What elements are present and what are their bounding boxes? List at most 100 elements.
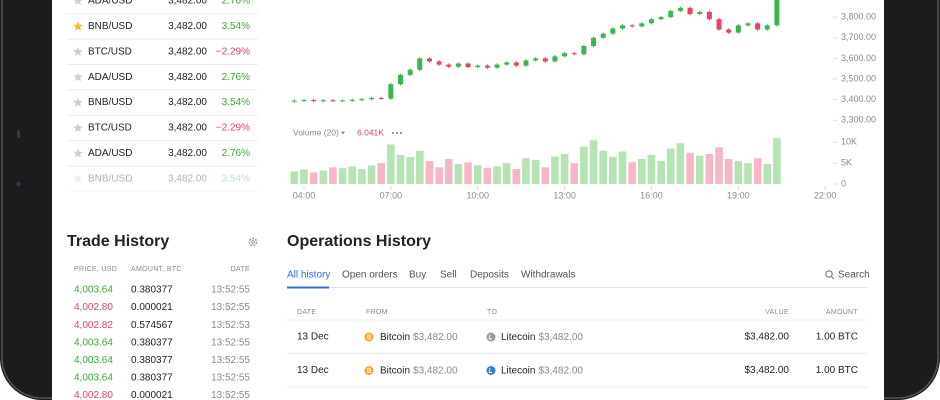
op-date: 13 Dec <box>297 332 329 343</box>
candle <box>542 57 548 63</box>
volume-bar <box>493 166 501 184</box>
favorite-star[interactable] <box>73 97 83 107</box>
y-tick-label: 3,300.00 <box>841 115 876 125</box>
volume-bar <box>300 169 308 184</box>
y-tick-label: 3,700.00 <box>841 32 876 42</box>
more-dot[interactable] <box>400 132 402 134</box>
coin-name: Bitcoin <box>380 332 410 343</box>
candle <box>494 63 500 69</box>
price: 3,482.00 <box>168 123 207 134</box>
favorite-star[interactable] <box>73 0 83 6</box>
tab[interactable]: Withdrawals <box>521 270 575 281</box>
candle <box>378 96 384 100</box>
gear-ring <box>248 237 258 247</box>
change: 2.76% <box>222 0 250 7</box>
market-row[interactable]: BNB/USD 3,482.00 3.54% <box>67 97 258 116</box>
volume-bar <box>734 161 743 184</box>
coin-glyph <box>488 368 492 373</box>
coin-value: $3,482.00 <box>413 332 458 343</box>
volume-bar <box>570 163 579 184</box>
price: 3,482.00 <box>168 46 207 57</box>
candle-body <box>687 7 693 15</box>
x-tick-label: 19:00 <box>727 190 750 200</box>
candle-body <box>446 64 452 67</box>
candle-body <box>417 58 423 70</box>
trade-price: 4,002.82 <box>74 320 113 331</box>
volume-title: Volume (20) <box>293 127 339 137</box>
coin-icon <box>486 366 496 375</box>
operation-row[interactable]: 13 Dec Bitcoin $3,482.00 Litecoin $3,482.00 $… <box>287 365 868 388</box>
pair: ADA/USD <box>88 72 132 83</box>
pair: BNB/USD <box>88 21 132 32</box>
candle-body <box>340 100 346 102</box>
search[interactable]: Search <box>825 270 870 281</box>
more-dot[interactable] <box>392 132 394 134</box>
tab[interactable]: All history <box>287 270 330 281</box>
y-tick-label: 3,500.00 <box>841 73 876 83</box>
market-row[interactable]: BTC/USD 3,482.00 −2.29% <box>67 46 258 65</box>
trade-price: 4,003.64 <box>74 355 113 366</box>
candle-body <box>735 25 741 33</box>
favorite-star[interactable] <box>73 46 83 56</box>
candle-body <box>591 37 597 47</box>
coin-glyph <box>367 334 372 340</box>
candle-body <box>436 61 442 65</box>
candle <box>436 60 442 66</box>
op-to: Litecoin $3,482.00 <box>501 332 583 343</box>
candle <box>426 57 432 63</box>
candle <box>735 24 741 34</box>
candle <box>455 62 461 68</box>
y-tick-label: 3,400.00 <box>841 94 876 104</box>
operation-row[interactable]: 13 Dec Bitcoin $3,482.00 Litecoin $3,482.00 $… <box>287 332 868 354</box>
volume-bar <box>618 151 627 184</box>
volume-bar <box>473 165 482 184</box>
change: −2.29% <box>216 46 250 57</box>
change: −2.29% <box>216 123 250 134</box>
candle-body <box>562 53 568 57</box>
settings-icon[interactable] <box>248 237 258 247</box>
market-row[interactable]: BNB/USD 3,482.00 3.54% <box>67 173 258 192</box>
candle <box>417 57 423 71</box>
candle <box>369 96 375 101</box>
market-row[interactable]: ADA/USD 3,482.00 2.76% <box>67 72 258 91</box>
candle <box>311 98 317 103</box>
market-row[interactable]: ADA/USD 3,482.00 2.76% <box>67 148 258 167</box>
favorite-star[interactable] <box>73 123 83 133</box>
market-row[interactable]: ADA/USD 3,482.00 2.76% <box>67 0 258 15</box>
market-row[interactable]: BTC/USD 3,482.00 −2.29% <box>67 123 258 142</box>
candle <box>349 98 355 102</box>
coin-value: $3,482.00 <box>413 365 458 376</box>
search-icon-handle <box>830 275 835 280</box>
trade-price: 4,002.80 <box>74 390 113 400</box>
sensor <box>17 130 20 138</box>
volume-bar <box>609 156 617 184</box>
favorite-star[interactable] <box>73 173 83 183</box>
candle <box>398 73 404 86</box>
candle <box>648 17 654 25</box>
candle <box>330 99 336 103</box>
volume-bar <box>512 169 521 184</box>
candle-body <box>523 60 529 66</box>
trade-amount: 0.574567 <box>131 320 173 331</box>
pair: BNB/USD <box>88 97 132 108</box>
favorite-star[interactable] <box>73 72 83 82</box>
coin-glyph <box>367 367 372 374</box>
volume-bar <box>551 156 559 184</box>
volume-dropdown[interactable] <box>341 131 345 135</box>
market-row[interactable]: BNB/USD 3,482.00 3.54% <box>67 21 258 40</box>
favorite-star[interactable] <box>73 148 83 158</box>
volume-last: 6.041K <box>357 127 384 137</box>
tab[interactable]: Open orders <box>342 270 398 281</box>
candle <box>407 68 413 77</box>
tab[interactable]: Deposits <box>470 270 509 281</box>
tab[interactable]: Sell <box>440 270 457 281</box>
candle-body <box>301 100 307 102</box>
tab[interactable]: Buy <box>409 270 426 281</box>
favorite-star[interactable] <box>73 21 83 31</box>
more-dot[interactable] <box>396 132 398 134</box>
candle <box>484 64 490 69</box>
volume-bar <box>715 147 723 184</box>
pair: ADA/USD <box>88 148 132 159</box>
search-icon <box>825 270 833 278</box>
